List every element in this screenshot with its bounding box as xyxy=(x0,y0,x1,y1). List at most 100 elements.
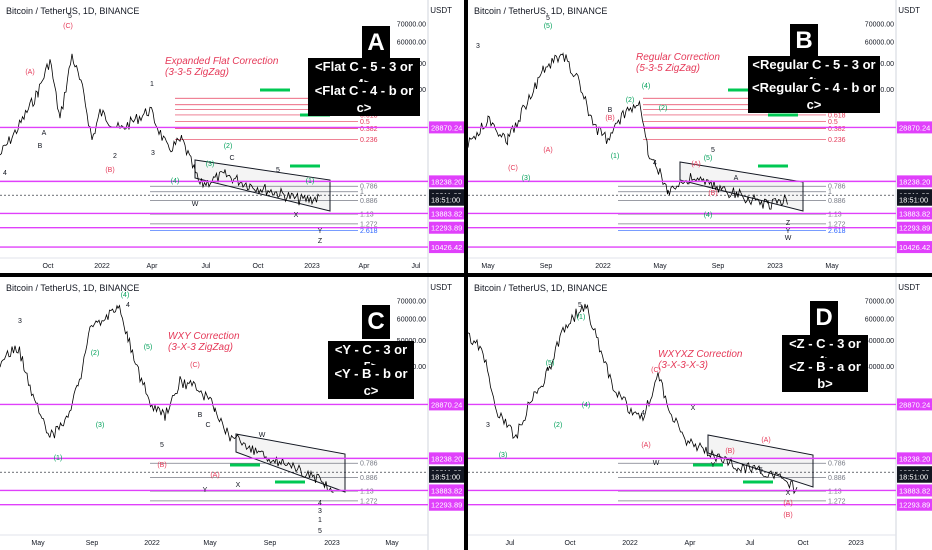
fib-level-label: 0.382 xyxy=(828,126,846,133)
wave-label: (1) xyxy=(611,153,620,160)
wave-label: Y xyxy=(786,228,791,235)
x-tick-label: 2023 xyxy=(848,540,864,547)
price-badge xyxy=(429,221,464,234)
wave-label: (B) xyxy=(605,115,614,122)
x-tick-label: May xyxy=(481,263,495,270)
rule-badge-2: <Z - B - a or b> xyxy=(782,358,868,392)
wave-label: Z xyxy=(786,220,791,227)
price-badge-label: 12293.89 xyxy=(431,224,462,233)
wave-label: (A) xyxy=(761,437,770,444)
y-tick-label: 40000.00 xyxy=(865,364,894,371)
chart-b: 70000.0060000.0050000.0040000.000.8860.7… xyxy=(468,0,932,273)
fib-level-label: 1 xyxy=(828,189,832,196)
chart-c: 70000.0060000.0050000.0040000.000.7860.8… xyxy=(0,277,464,550)
x-tick-label: 2022 xyxy=(622,540,638,547)
wave-label: (2) xyxy=(224,143,233,150)
price-badge-label: 18:51:00 xyxy=(431,473,460,482)
panel-letter: B xyxy=(790,24,818,58)
wave-label: 5 xyxy=(318,528,322,535)
wave-label: (3) xyxy=(522,175,531,182)
wave-label: (B) xyxy=(783,512,792,519)
wave-label: X xyxy=(691,405,696,412)
fib-level-label: 0.786 xyxy=(828,184,846,191)
wave-label: (4) xyxy=(704,212,713,219)
price-badge-label: 18:51:00 xyxy=(899,196,928,205)
price-badge xyxy=(429,241,464,254)
fib-level-label: 0.5 xyxy=(828,119,838,126)
price-badge-label: 13883.82 xyxy=(431,209,462,218)
wave-label: (A) xyxy=(641,442,650,449)
x-tick-label: Jul xyxy=(202,263,211,270)
panel-letter: C xyxy=(362,305,390,339)
chart-d: 70000.00 60000.00 50000.00 40000.00 0.786 0.8… xyxy=(468,277,932,550)
wave-label: (4) xyxy=(582,402,591,409)
wave-label: (2) xyxy=(659,105,668,112)
fib-level-label: 0.886 xyxy=(828,475,846,482)
price-badge-label: 28870.24 xyxy=(899,123,930,132)
wave-label: Y xyxy=(203,487,208,494)
price-badge xyxy=(429,193,464,206)
correction-title: Regular Correction (5-3-5 ZigZag) xyxy=(636,52,720,74)
chart-title: Bitcoin / TetherUS, 1D, BINANCE xyxy=(6,283,140,293)
wave-label: W xyxy=(192,201,199,208)
panel-c: 70000.0060000.0050000.0040000.000.7860.8… xyxy=(0,277,464,550)
x-tick-label: Oct xyxy=(43,263,54,270)
wave-label: C xyxy=(205,422,210,429)
x-tick-label: 2023 xyxy=(304,263,320,270)
wave-label: 3 xyxy=(18,318,22,325)
price-badge xyxy=(897,175,932,188)
wave-label: (A) xyxy=(25,69,34,76)
correction-title: Expanded Flat Correction (3-3-5 ZigZag) xyxy=(165,56,279,78)
wave-label: B xyxy=(38,143,43,150)
x-tick-label: Jul xyxy=(412,263,421,270)
wave-label: 3 xyxy=(151,150,155,157)
wave-label: (5) xyxy=(144,344,153,351)
fib-level-label: 1.272 xyxy=(828,221,846,228)
wave-label: (B) xyxy=(725,448,734,455)
wave-label: 4 xyxy=(641,410,645,417)
x-tick-label: Sep xyxy=(540,263,553,270)
price-badge-label: 12293.89 xyxy=(899,501,930,510)
fib-level-label: 0.886 xyxy=(828,198,846,205)
x-tick-label: Oct xyxy=(565,540,576,547)
wave-label: (5) xyxy=(546,360,555,367)
price-line xyxy=(468,52,788,210)
x-tick-label: May xyxy=(385,540,399,547)
price-badge-label: 10426.42 xyxy=(899,243,930,252)
price-channel xyxy=(235,433,346,493)
fib-level-label: 0.786 xyxy=(360,461,378,468)
y-tick-label: 60000.00 xyxy=(865,39,894,46)
price-badge-label: 28870.24 xyxy=(431,123,462,132)
wave-label: 5 xyxy=(160,442,164,449)
fib-level-label: 1.272 xyxy=(360,498,378,505)
horizontal-divider xyxy=(0,273,932,277)
x-tick-label: 2023 xyxy=(767,263,783,270)
wave-label: 5 xyxy=(276,167,280,174)
x-tick-label: Apr xyxy=(147,263,159,270)
wave-label: X xyxy=(236,482,241,489)
wave-label: W xyxy=(259,432,266,439)
wave-label: 3 xyxy=(318,508,322,515)
wave-label: (3) xyxy=(499,452,508,459)
wave-label: Z xyxy=(318,238,323,245)
wave-label: 4 xyxy=(653,160,657,167)
wave-label: (1) xyxy=(54,455,63,462)
wave-label: X xyxy=(786,490,791,497)
panel-letter: D xyxy=(810,301,838,335)
price-line xyxy=(0,304,334,493)
currency-label: USDT xyxy=(430,283,452,292)
wave-label: 4 xyxy=(318,500,322,507)
wave-label: (4) xyxy=(121,292,130,299)
price-badge-label: 28870.24 xyxy=(431,400,462,409)
price-badge-label: 18238.20 xyxy=(431,177,462,186)
price-badge-label: 10426.42 xyxy=(431,243,462,252)
fib-level-label: 0.5 xyxy=(360,119,370,126)
price-badge xyxy=(897,484,932,497)
price-badge xyxy=(897,221,932,234)
currency-label: USDT xyxy=(898,6,920,15)
x-tick-label: Apr xyxy=(685,540,697,547)
price-badge xyxy=(429,398,464,411)
x-tick-label: 2022 xyxy=(595,263,611,270)
fib-level-label: 0.886 xyxy=(360,198,378,205)
x-tick-label: May xyxy=(653,263,667,270)
